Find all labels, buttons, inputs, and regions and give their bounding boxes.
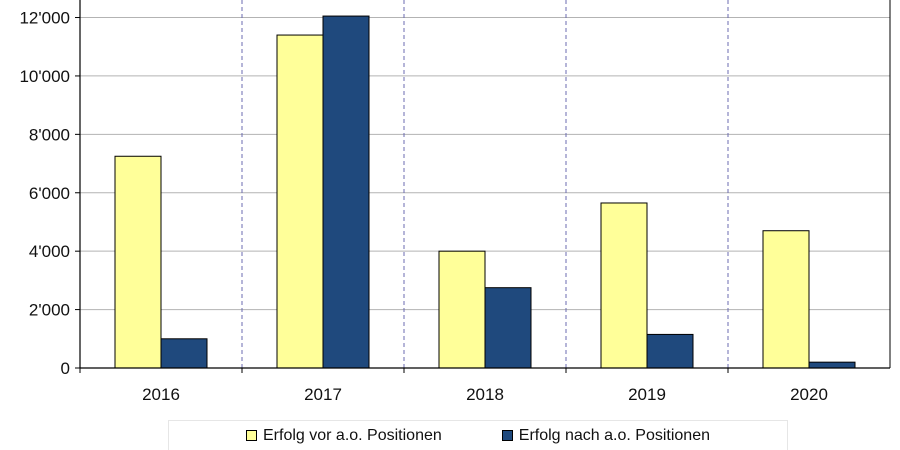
legend-swatch-nach xyxy=(501,430,513,441)
x-tick-label: 2017 xyxy=(304,385,342,404)
bar-vor-2020 xyxy=(762,230,810,369)
x-tick-label: 2019 xyxy=(628,385,666,404)
bar-vor-2016 xyxy=(114,155,162,369)
x-axis-labels: 2016 2017 2018 2019 2020 xyxy=(142,385,828,404)
bar-nach-2017 xyxy=(322,15,370,369)
bars xyxy=(114,15,856,369)
legend: Erfolg vor a.o. Positionen Erfolg nach a… xyxy=(168,420,788,450)
legend-swatch-vor xyxy=(246,430,257,441)
bar-vor-2017 xyxy=(276,34,324,369)
y-tick-label: 2'000 xyxy=(29,301,70,320)
y-tick-label: 8'000 xyxy=(29,125,70,144)
legend-item-nach: Erfolg nach a.o. Positionen xyxy=(501,426,710,445)
legend-item-vor: Erfolg vor a.o. Positionen xyxy=(246,427,442,445)
y-axis-labels: 0 2'000 4'000 6'000 8'000 10'000 12'000 xyxy=(19,9,70,378)
x-tick-label: 2016 xyxy=(142,385,180,404)
bar-nach-2020 xyxy=(808,361,856,369)
x-tick-label: 2018 xyxy=(466,385,504,404)
grid xyxy=(80,0,890,368)
y-tick-label: 10'000 xyxy=(19,67,70,86)
legend-label-vor: Erfolg vor a.o. Positionen xyxy=(263,426,442,444)
bar-vor-2019 xyxy=(600,202,648,369)
y-tick-label: 6'000 xyxy=(29,184,70,203)
bar-nach-2019 xyxy=(646,333,694,369)
y-tick-label: 12'000 xyxy=(19,9,70,28)
x-tick-label: 2020 xyxy=(790,385,828,404)
axes xyxy=(75,0,891,373)
y-tick-label: 4'000 xyxy=(29,242,70,261)
legend-label-nach: Erfolg nach a.o. Positionen xyxy=(518,426,710,444)
y-tick-label: 0 xyxy=(61,359,70,378)
bar-vor-2018 xyxy=(438,250,486,369)
bar-nach-2018 xyxy=(484,287,532,369)
bar-nach-2016 xyxy=(160,338,208,369)
